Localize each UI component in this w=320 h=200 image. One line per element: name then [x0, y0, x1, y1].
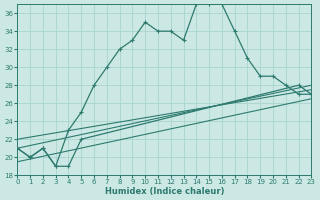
X-axis label: Humidex (Indice chaleur): Humidex (Indice chaleur)	[105, 187, 224, 196]
